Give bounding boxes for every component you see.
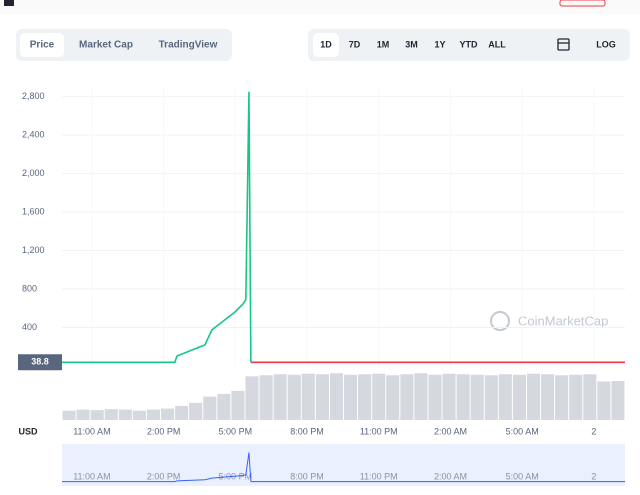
volume-bar	[428, 374, 442, 420]
volume-bar	[569, 374, 583, 420]
y-tick-label: 1,600	[22, 206, 45, 216]
range-button[interactable]: 3M	[405, 39, 418, 49]
range-group	[308, 29, 630, 61]
y-tick-label: 2,000	[22, 168, 45, 178]
volume-bar	[400, 374, 414, 420]
volume-bar	[175, 405, 189, 420]
navigator-line	[62, 452, 252, 483]
calendar-icon[interactable]	[557, 38, 570, 51]
x-tick-label: 2:00 AM	[434, 426, 467, 436]
volume-bar	[132, 410, 146, 420]
tab[interactable]: TradingView	[159, 40, 218, 51]
volume-bar	[329, 373, 343, 420]
navigator[interactable]	[62, 444, 625, 486]
tab-group	[16, 29, 232, 61]
top-button[interactable]	[559, 0, 606, 7]
range-button[interactable]: YTD	[460, 39, 479, 49]
x-tick-label: 2	[591, 426, 596, 436]
volume-bar	[90, 410, 104, 420]
volume-bar	[231, 390, 245, 420]
y-tick-label: 2,800	[22, 91, 45, 101]
volume-bar	[597, 381, 611, 420]
log-button[interactable]: LOG	[596, 39, 616, 49]
x-tick-label: 11:00 AM	[73, 426, 110, 436]
navigator-tick-label: 5:00 AM	[506, 471, 539, 481]
volume-bar	[414, 373, 428, 420]
volume-bar	[344, 374, 358, 420]
volume-bar	[273, 374, 287, 420]
volume-bar	[104, 409, 118, 420]
x-tick-label: 2:00 PM	[147, 426, 181, 436]
menu-icon[interactable]	[4, 0, 14, 6]
volume-bar	[442, 373, 456, 420]
volume-bar	[555, 375, 569, 420]
navigator-tick-label: 11:00 PM	[360, 471, 398, 481]
volume-bar	[386, 375, 400, 420]
x-tick-label: 5:00 PM	[219, 426, 253, 436]
volume-bar	[245, 376, 259, 420]
range-button[interactable]: 1D	[320, 39, 332, 49]
volume-bar	[259, 375, 273, 420]
active-tab-bg	[20, 33, 64, 57]
volume-bar	[189, 402, 203, 420]
range-buttons: 1D 7D 1M 3M 1Y YTD ALL	[320, 39, 506, 49]
volume-bar	[512, 374, 526, 420]
volume-bar	[470, 374, 484, 420]
volume-bar	[203, 396, 217, 420]
volume-bar	[498, 374, 512, 420]
x-tick-label: 5:00 AM	[506, 426, 539, 436]
range-button[interactable]: ALL	[488, 39, 506, 49]
volume-bar	[484, 375, 498, 420]
navigator-tick-label: 11:00 AM	[73, 471, 110, 481]
volume-bar	[161, 408, 175, 420]
active-range-bg	[313, 33, 339, 57]
watermark-logo	[490, 311, 510, 331]
top-bar	[0, 0, 640, 14]
volume-bar	[118, 409, 132, 420]
volume-bar	[583, 374, 597, 420]
volume-bar	[358, 374, 372, 420]
x-tick-label: 11:00 PM	[360, 426, 398, 436]
volume-bar	[372, 373, 386, 420]
volume-bar	[62, 410, 76, 420]
range-button[interactable]: 1M	[377, 39, 390, 49]
price-line	[62, 91, 252, 364]
volume-bar	[456, 374, 470, 420]
volume-bar	[76, 409, 90, 420]
navigator-tick-label: 2	[591, 471, 596, 481]
navigator-tick-label: 2:00 AM	[434, 471, 467, 481]
volume-bar	[301, 373, 315, 420]
range-button[interactable]: 7D	[349, 39, 361, 49]
x-tick-label: 8:00 PM	[290, 426, 324, 436]
tab[interactable]: Price	[30, 40, 55, 51]
volume-bar	[611, 381, 625, 420]
y-tick-label: 2,400	[22, 129, 45, 139]
volume-bar	[315, 374, 329, 420]
y-tick-label: 400	[22, 322, 37, 332]
tab[interactable]: Market Cap	[79, 40, 133, 51]
price-tag	[18, 354, 62, 371]
volume-bar	[146, 409, 161, 420]
watermark: CoinMarketCap	[518, 313, 608, 328]
volume-bar	[287, 374, 301, 420]
y-tick-label: 800	[22, 283, 37, 293]
price-tag-label: 38.8	[31, 357, 49, 367]
navigator-tick-label: 2:00 PM	[147, 471, 181, 481]
currency-label: USD	[18, 426, 38, 436]
y-tick-label: 1,200	[22, 245, 45, 255]
volume-bar	[217, 394, 231, 420]
volume-bar	[526, 373, 541, 420]
navigator-tick-label: 8:00 PM	[290, 471, 324, 481]
range-button[interactable]: 1Y	[434, 39, 445, 49]
volume-bar	[541, 374, 555, 420]
